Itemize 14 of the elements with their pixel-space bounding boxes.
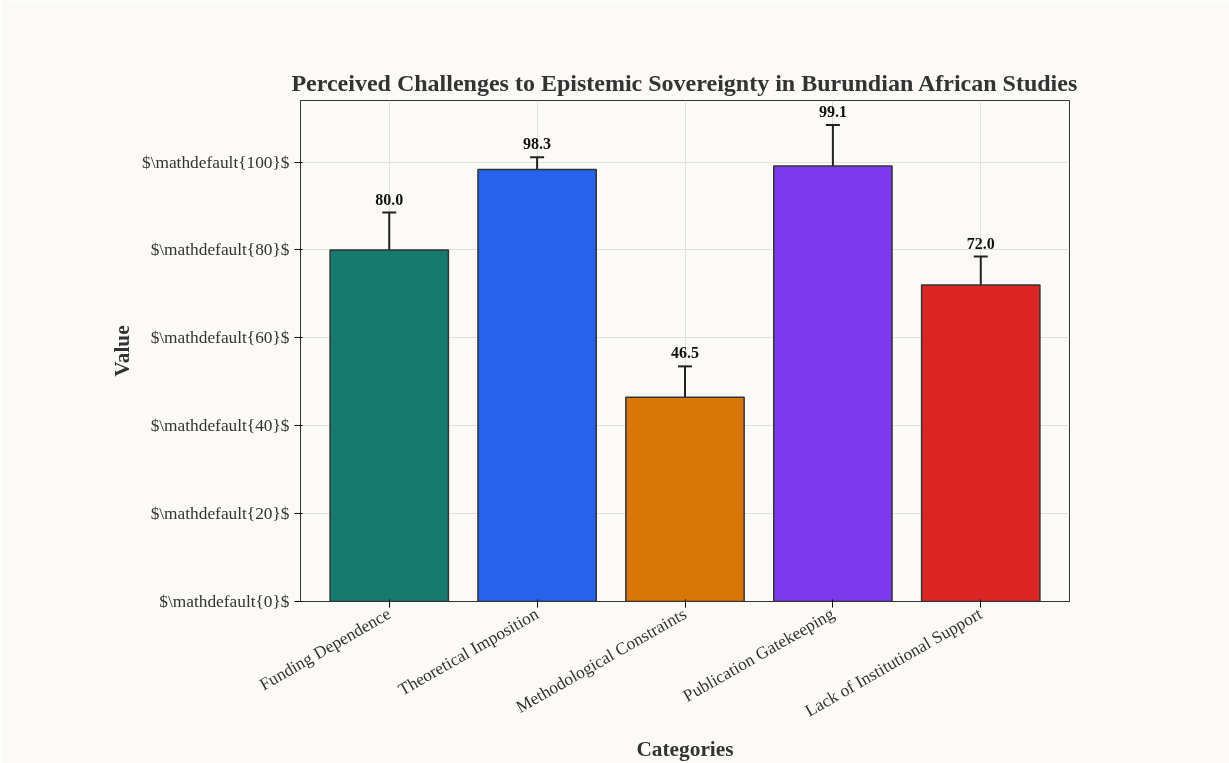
chart-title: Perceived Challenges to Epistemic Sovereignty in Burundian African Studies bbox=[291, 69, 1078, 96]
data-label: 98.3 bbox=[523, 135, 552, 153]
y-tick-label: $\mathdefault{40}$ bbox=[150, 416, 290, 436]
y-tick-label: $\mathdefault{80}$ bbox=[150, 240, 290, 260]
data-label: 99.1 bbox=[818, 103, 847, 121]
data-label: 72.0 bbox=[966, 234, 995, 252]
x-axis-title: Categories bbox=[636, 736, 734, 761]
y-tick-label: $\mathdefault{100}$ bbox=[141, 152, 290, 172]
data-label: 46.5 bbox=[671, 344, 699, 362]
data-label: 80.0 bbox=[375, 190, 404, 208]
y-tick-label: $\mathdefault{20}$ bbox=[150, 504, 290, 524]
y-tick-label: $\mathdefault{0}$ bbox=[159, 592, 290, 611]
y-axis-title: Value bbox=[109, 325, 134, 377]
y-tick-label: $\mathdefault{60}$ bbox=[150, 328, 290, 348]
